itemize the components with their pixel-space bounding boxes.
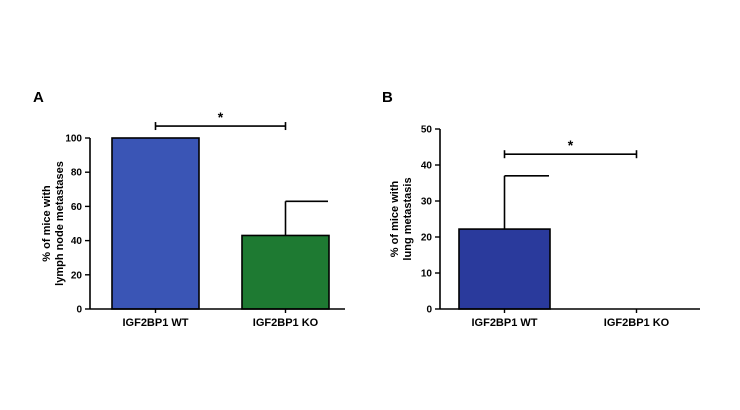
y-tick-label: 20 xyxy=(421,233,433,244)
y-tick-label: 10 xyxy=(421,269,433,280)
y-tick-label: 80 xyxy=(71,168,83,179)
x-tick-label: IGF2BP1 WT xyxy=(471,317,537,329)
x-tick-label: IGF2BP1 KO xyxy=(253,317,319,329)
y-tick-label: 0 xyxy=(426,305,432,316)
y-tick-label: 40 xyxy=(71,236,83,247)
x-tick-label: IGF2BP1 KO xyxy=(604,317,670,329)
bar-wt xyxy=(111,137,200,310)
y-axis-title: % of mice with xyxy=(41,185,53,262)
bar-wt xyxy=(458,228,551,310)
y-tick-label: 60 xyxy=(71,202,83,213)
panel-a-chart: A 0 20 40 60 80 100 IGF2BP1 WT IGF2BP1 KO % of mi… xyxy=(33,89,345,329)
y-tick-label: 40 xyxy=(421,161,433,172)
y-axis-title: % of mice with xyxy=(389,181,401,258)
panel-letter: A xyxy=(33,89,44,106)
y-tick-label: 50 xyxy=(421,125,433,136)
y-tick-label: 30 xyxy=(421,197,433,208)
significance-label: * xyxy=(568,137,574,153)
y-tick-label: 0 xyxy=(76,305,82,316)
y-axis-title: lung metastasis xyxy=(402,177,414,260)
y-tick-label: 20 xyxy=(71,270,83,281)
panel-b-chart: B 0 10 20 30 40 50 IGF2BP1 WT IGF2BP1 KO % of mic… xyxy=(382,89,700,329)
y-tick-label: 100 xyxy=(65,134,82,145)
bar-ko xyxy=(241,234,330,310)
x-tick-label: IGF2BP1 WT xyxy=(122,317,188,329)
y-axis-title: lymph node metastases xyxy=(54,161,66,286)
panel-letter: B xyxy=(382,89,393,106)
significance-label: * xyxy=(218,109,224,125)
